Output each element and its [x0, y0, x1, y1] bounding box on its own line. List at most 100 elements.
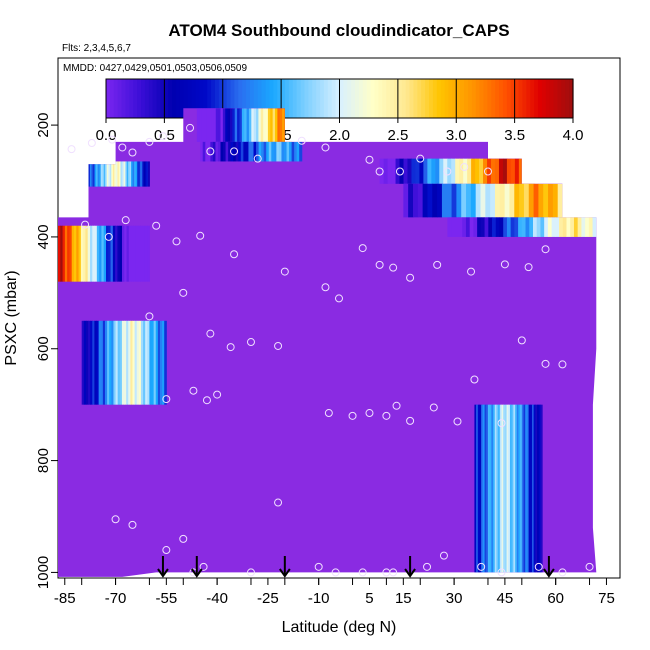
colorbar-segment — [183, 79, 189, 118]
heatmap-cell — [203, 108, 207, 142]
heatmap-cell — [503, 217, 508, 237]
heatmap-cell — [240, 141, 244, 162]
heatmap-cell — [225, 108, 229, 142]
sample-point — [128, 148, 137, 157]
heatmap-cell — [89, 225, 93, 282]
x-tick-label: -85 — [54, 590, 76, 607]
colorbar-tick-label: 2.0 — [329, 127, 350, 144]
sample-point — [172, 237, 181, 246]
colorbar-segment — [471, 79, 477, 118]
heatmap-cell — [495, 217, 500, 237]
heatmap-cell — [217, 141, 222, 162]
heatmap-cell — [529, 217, 534, 237]
heatmap-cell — [108, 161, 111, 187]
sample-point — [443, 167, 452, 176]
heatmap-cell — [282, 108, 285, 142]
flight-marker-head — [157, 568, 169, 578]
heatmap-cell — [143, 161, 146, 187]
heatmap-cell — [469, 217, 474, 237]
heatmap-cell — [223, 141, 227, 162]
heatmap-cell — [475, 158, 480, 184]
flight-markers — [157, 556, 555, 578]
heatmap-cell — [486, 404, 489, 573]
heatmap-cell — [202, 141, 206, 162]
sample-point — [558, 568, 567, 577]
colorbar-segment — [327, 79, 333, 118]
colorbar-segment — [432, 79, 438, 118]
colorbar-segment — [106, 79, 111, 118]
heatmap-cell — [100, 161, 103, 187]
heatmap-cell — [119, 225, 123, 282]
heatmap-cell — [211, 108, 214, 142]
heatmap-cell — [118, 161, 121, 187]
heatmap-cell — [533, 404, 536, 573]
heatmap-cell — [92, 225, 96, 282]
heatmap-cell — [256, 141, 260, 162]
colorbar-segment — [370, 79, 376, 118]
colorbar-segment — [530, 79, 535, 118]
heatmap-cell — [215, 141, 219, 162]
sample-point — [274, 341, 283, 350]
heatmap-feature-high-cloud-mid — [200, 141, 303, 162]
heatmap-cell — [489, 404, 492, 573]
sample-point — [280, 267, 289, 276]
heatmap-cell — [120, 161, 123, 187]
heatmap-cell — [244, 108, 248, 142]
colorbar-segment — [121, 79, 127, 118]
heatmap-cell — [137, 225, 141, 282]
heatmap-cell — [234, 108, 238, 142]
heatmap-cell — [427, 158, 432, 184]
colorbar-segment — [479, 79, 485, 118]
sample-point — [365, 155, 374, 164]
heatmap-cell — [117, 225, 121, 282]
x-tick-label: 5 — [365, 590, 373, 607]
heatmap-cell — [399, 158, 404, 184]
colorbar-tick-label: 0.0 — [96, 127, 117, 144]
heatmap-feature-upper-left-anvil — [196, 108, 293, 142]
sample-point — [406, 273, 415, 282]
heatmap-cell — [411, 158, 416, 184]
heatmap-cell — [132, 320, 136, 405]
heatmap-cell — [515, 404, 518, 573]
heatmap-cell — [121, 320, 125, 405]
heatmap-cell — [96, 161, 99, 187]
heatmap-cell — [250, 141, 255, 162]
heatmap-cell — [475, 183, 482, 218]
x-tick-label: 15 — [395, 590, 412, 607]
colorbar-segment — [390, 79, 395, 118]
heatmap-cell — [113, 320, 117, 405]
heatmap-cell — [129, 161, 132, 187]
heatmap-cell — [112, 161, 115, 187]
colorbar-segment — [475, 79, 481, 118]
heatmap-cell — [499, 404, 503, 573]
heatmap-cell — [514, 217, 519, 237]
heatmap-cell — [439, 158, 444, 184]
heatmap-cell — [123, 161, 126, 187]
heatmap-cell — [147, 225, 150, 282]
sample-point — [121, 216, 130, 225]
colorbar-segment — [141, 79, 146, 118]
sample-point — [439, 551, 448, 560]
sample-point — [179, 288, 188, 297]
flight-marker-head — [190, 568, 203, 578]
colorbar-segment — [549, 79, 555, 118]
colorbar-segment — [129, 79, 134, 118]
heatmap-cell — [115, 320, 119, 405]
heatmap-cell — [146, 161, 149, 187]
colorbar-segment — [257, 79, 263, 118]
colorbar-segment — [335, 79, 341, 118]
colorbar-segment — [261, 79, 267, 118]
heatmap-cell — [506, 158, 512, 184]
heatmap-cell — [263, 108, 267, 142]
heatmap-cell — [491, 404, 494, 573]
heatmap-cell — [128, 161, 131, 187]
heatmap-cell — [509, 404, 513, 573]
y-tick-label: 800 — [35, 448, 52, 473]
heatmap-cell — [463, 158, 468, 184]
x-tick-label: 30 — [446, 590, 463, 607]
sample-point — [118, 143, 127, 152]
heatmap-cell — [111, 320, 114, 405]
colorbar-segment — [191, 79, 197, 118]
heatmap-cell — [94, 320, 98, 405]
colorbar-segment — [234, 79, 239, 118]
